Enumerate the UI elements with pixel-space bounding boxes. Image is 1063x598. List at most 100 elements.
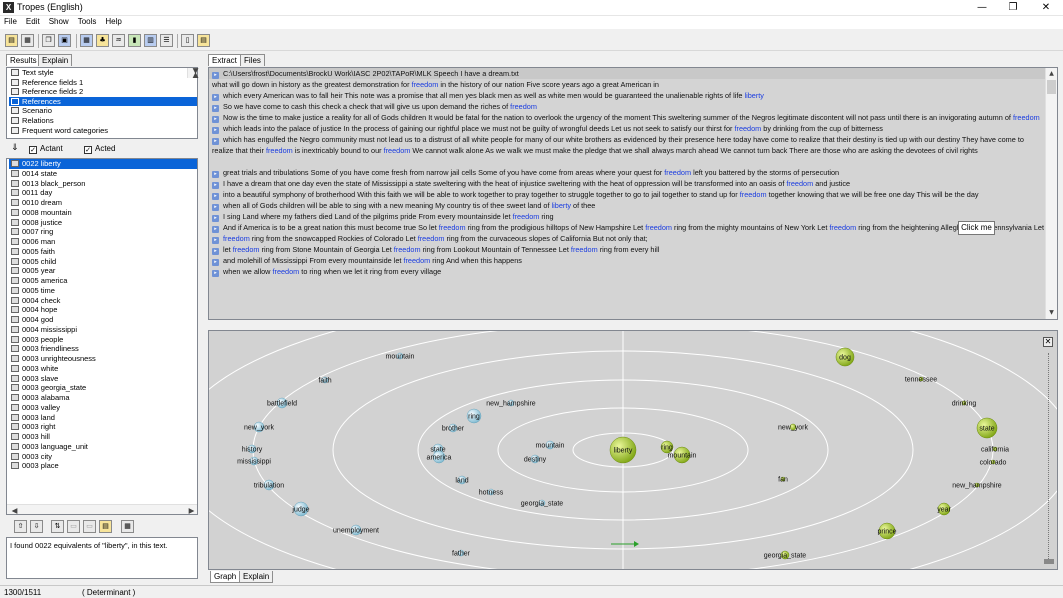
graph-node-circle[interactable]: [673, 446, 691, 464]
extract-line[interactable]: ▸ Now is the time to make justice a reali…: [209, 112, 1045, 123]
graph-node-circle[interactable]: [530, 454, 540, 464]
keyword-highlight[interactable]: freedom: [265, 146, 293, 155]
reference-item[interactable]: 0005 time: [9, 286, 197, 296]
reference-item[interactable]: 0011 day: [9, 188, 197, 198]
list-icon[interactable]: ☰: [160, 34, 173, 47]
keyword-highlight[interactable]: liberty: [551, 201, 572, 210]
reference-item[interactable]: 0008 mountain: [9, 208, 197, 218]
align-right-icon[interactable]: ▭: [83, 520, 96, 533]
restore-button[interactable]: ❐: [1008, 2, 1018, 13]
category-item[interactable]: Text style: [9, 68, 197, 78]
reference-item[interactable]: 0003 land: [9, 413, 197, 423]
reference-item[interactable]: 0005 year: [9, 266, 197, 276]
graph-node-circle[interactable]: [247, 444, 257, 454]
reference-item[interactable]: 0003 hill: [9, 432, 197, 442]
reference-item[interactable]: 0003 right: [9, 422, 197, 432]
reference-list[interactable]: 0022 liberty 0014 state 0013 black_person 0…: [6, 158, 198, 515]
extract-scrollbar[interactable]: ▲ ▼: [1045, 68, 1057, 319]
graph-node-circle[interactable]: [487, 488, 495, 496]
extract-bullet-icon[interactable]: ▸: [212, 204, 219, 211]
grid-icon[interactable]: ▦: [80, 34, 93, 47]
keyword-highlight[interactable]: freedom: [510, 102, 537, 111]
keyword-highlight[interactable]: freedom: [411, 80, 439, 89]
zoom-slider[interactable]: [1048, 353, 1050, 563]
extract-bullet-icon[interactable]: ▸: [212, 94, 219, 101]
menu-file[interactable]: File: [4, 17, 17, 26]
graph-node-circle[interactable]: [396, 352, 404, 360]
graph-node-circle[interactable]: [293, 501, 309, 517]
graph-node[interactable]: new_hampshire: [486, 399, 536, 408]
bar-chart-icon[interactable]: ▮: [128, 34, 141, 47]
extract-line[interactable]: what will go down in history as the grea…: [209, 79, 1045, 90]
category-item[interactable]: Reference fields 1: [9, 78, 197, 88]
graph-node[interactable]: colorado: [980, 460, 1007, 467]
graph-node[interactable]: hotness: [479, 488, 504, 497]
acted-checkbox[interactable]: ✓ Acted: [84, 144, 115, 154]
keyword-highlight[interactable]: freedom: [739, 190, 767, 199]
reference-item[interactable]: 0003 friendliness: [9, 344, 197, 354]
keyword-highlight[interactable]: freedom: [512, 212, 540, 221]
graph-node[interactable]: mississippi: [237, 456, 271, 466]
reference-item[interactable]: 0003 valley: [9, 403, 197, 413]
keyword-highlight[interactable]: freedom: [786, 179, 814, 188]
graph-node[interactable]: land: [455, 475, 469, 485]
reference-item[interactable]: 0004 check: [9, 296, 197, 306]
category-item[interactable]: Reference fields 2: [9, 87, 197, 97]
keyword-highlight[interactable]: freedom: [223, 234, 250, 243]
extract-line[interactable]: ▸ which has engulfed the Negro community …: [209, 134, 1045, 156]
reference-item[interactable]: 0003 people: [9, 335, 197, 345]
align-icon[interactable]: ▭: [67, 520, 80, 533]
graph-node[interactable]: father: [452, 549, 471, 558]
reference-item[interactable]: 0004 hope: [9, 305, 197, 315]
extract-bullet-icon[interactable]: ▸: [212, 248, 219, 255]
extract-line[interactable]: ▸ when we allow freedom to ring when we l…: [209, 266, 1045, 277]
graph-node-circle[interactable]: [321, 376, 329, 384]
graph-node-circle[interactable]: [276, 397, 288, 409]
book-icon[interactable]: ▤: [197, 34, 210, 47]
actant-checkbox[interactable]: ✓ Actant: [29, 144, 63, 154]
tree-icon[interactable]: ♣: [96, 34, 109, 47]
keyword-highlight[interactable]: freedom: [403, 256, 431, 265]
graph-node-circle[interactable]: [937, 502, 951, 516]
extract-line[interactable]: ▸ when all of Gods children will be able …: [209, 200, 1045, 211]
menu-edit[interactable]: Edit: [25, 17, 40, 26]
graph-node[interactable]: dog: [835, 347, 855, 367]
extract-line[interactable]: ▸ great trials and tribulations Some of y…: [209, 167, 1045, 178]
graph-node[interactable]: mountain: [536, 440, 565, 450]
extract-bullet-icon[interactable]: ▸: [212, 270, 219, 277]
graph-node-circle[interactable]: [253, 421, 265, 433]
extract-line[interactable]: ▸ and molehill of Mississippi From every …: [209, 255, 1045, 266]
graph-node[interactable]: tennessee: [905, 377, 937, 384]
graph-node-circle[interactable]: [538, 499, 546, 507]
graph-node-circle[interactable]: [350, 524, 362, 536]
keyword-highlight[interactable]: freedom: [438, 223, 466, 232]
category-item[interactable]: Relations: [9, 116, 197, 126]
keyword-highlight[interactable]: freedom: [829, 223, 857, 232]
reference-item[interactable]: 0010 dream: [9, 198, 197, 208]
graph-node-circle[interactable]: [457, 475, 467, 485]
graph-node[interactable]: mountain: [386, 352, 415, 361]
extract-bullet-icon[interactable]: ▸: [212, 259, 219, 266]
extract-line[interactable]: ▸ And if America is to be a great nation …: [209, 222, 1045, 233]
graph-node[interactable]: judge: [291, 501, 310, 517]
columns-icon[interactable]: ▥: [144, 34, 157, 47]
graph-node-circle[interactable]: [974, 482, 980, 488]
graph-node-circle[interactable]: [263, 479, 275, 491]
reference-item[interactable]: 0005 faith: [9, 247, 197, 257]
export-icon[interactable]: ▤: [99, 520, 112, 533]
graph-node[interactable]: brother: [442, 423, 465, 433]
menu-help[interactable]: Help: [105, 17, 122, 26]
graph-node-circle[interactable]: [507, 399, 515, 407]
category-item[interactable]: References: [9, 96, 197, 107]
extract-line[interactable]: ▸ into a beautiful symphony of brotherhoo…: [209, 189, 1045, 200]
reference-item[interactable]: 0003 slave: [9, 374, 197, 384]
graph-node[interactable]: new_york: [244, 421, 274, 433]
extract-bullet-icon[interactable]: ▸: [212, 138, 219, 145]
keyword-highlight[interactable]: liberty: [744, 91, 764, 100]
reference-item[interactable]: 0013 black_person: [9, 179, 197, 189]
keyword-highlight[interactable]: freedom: [734, 124, 762, 133]
graph-node[interactable]: ring: [466, 408, 482, 424]
extract-line[interactable]: ▸ I have a dream that one day even the st…: [209, 178, 1045, 189]
reference-item[interactable]: 0003 language_unit: [9, 442, 197, 452]
graph-node-circle[interactable]: [249, 456, 259, 466]
